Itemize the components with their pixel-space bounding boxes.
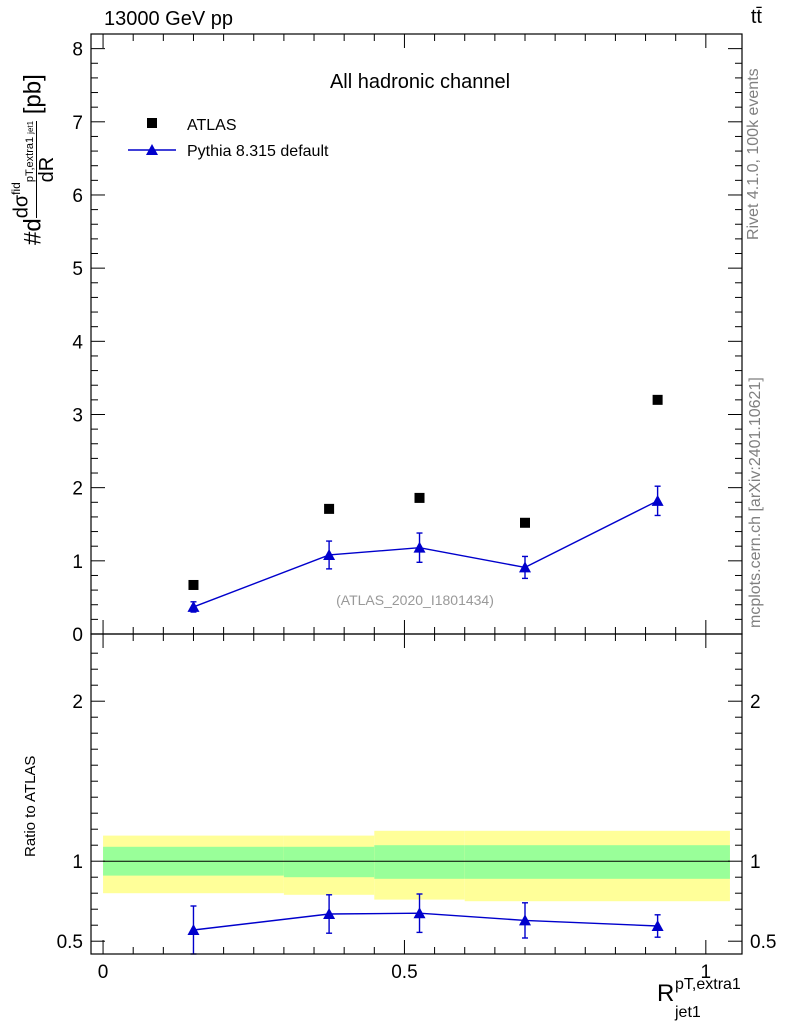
legend-label-atlas: ATLAS [187, 117, 237, 134]
legend-label-pythia: Pythia 8.315 default [187, 143, 329, 160]
mcplots-credit-label: mcplots.cern.ch [arXiv:2401.10621] [747, 377, 764, 628]
ratio-pythia-point [651, 920, 664, 931]
x-tick-label: 1 [701, 962, 712, 983]
watermark: (ATLAS_2020_I1801434) [336, 592, 494, 608]
y-tick-label: 0 [72, 625, 83, 646]
ylabel-unit: [pb] [19, 74, 47, 115]
ratio-tick-label-right: 1 [750, 852, 761, 873]
pythia-point [519, 561, 531, 573]
y-tick-label: 1 [72, 552, 83, 573]
ylabel-d: #d [19, 218, 47, 245]
pythia-point [323, 548, 336, 560]
atlas-point [520, 517, 530, 528]
green-band [374, 845, 465, 879]
xlabel-base: R [657, 980, 675, 1007]
ylabel-jet: jet1 [25, 120, 35, 134]
data-marks [187, 394, 664, 955]
ratio-panel-frame [90, 633, 743, 955]
y-tick-label: 8 [72, 40, 83, 61]
energy-label: 13000 GeV pp [104, 8, 233, 30]
ratio-tick-label-left: 2 [72, 692, 83, 713]
y-tick-label: 3 [72, 405, 83, 426]
ylabel-dR: dR [36, 156, 59, 183]
xlabel-sup: pT,extra1 [675, 976, 741, 993]
pythia-point [187, 600, 200, 612]
y-tick-label: 2 [72, 479, 83, 500]
process-label: tt̄ [750, 6, 762, 28]
ratio-pythia-line [193, 912, 658, 931]
ratio-pythia-point [413, 907, 426, 919]
ratio-y-axis-label: Ratio to ATLAS [22, 755, 39, 857]
atlas-point [652, 394, 663, 405]
pythia-point [651, 494, 664, 506]
green-band [283, 846, 375, 878]
ratio-tick-label-left: 1 [72, 852, 83, 873]
xlabel-sub: jet1 [675, 1004, 701, 1021]
pythia-point [413, 541, 426, 553]
green-band [464, 845, 730, 879]
ylabel-sub: pT,extra1 [23, 136, 36, 183]
y-tick-label: 6 [72, 186, 83, 207]
ratio-pythia-point [187, 924, 200, 935]
y-tick-label: 4 [72, 332, 83, 353]
y-tick-label: 5 [72, 259, 83, 280]
ratio-tick-label-right: 0.5 [750, 932, 776, 953]
legend-marker-atlas [147, 118, 157, 128]
main-title: All hadronic channel [330, 71, 510, 93]
axis-ticks: 0 1 2 3 4 5 6 7 8 0.5 0.5 1 1 2 2 0 0.5 1 [57, 34, 776, 983]
atlas-point [324, 503, 335, 514]
main-y-axis-label: #d dσfidpT,extra1 jet1 dR [pb] [9, 74, 59, 245]
ratio-tick-label-right: 2 [750, 692, 761, 713]
atlas-point [188, 579, 199, 590]
legend: ATLAS Pythia 8.315 default [128, 117, 329, 160]
uncertainty-bands [103, 830, 730, 902]
ylabel-fid: fid [9, 182, 23, 195]
legend-marker-pythia [146, 144, 158, 155]
x-tick-label: 0 [98, 962, 109, 983]
ratio-tick-label-left: 0.5 [57, 932, 83, 953]
atlas-point [414, 492, 425, 503]
x-tick-label: 0.5 [391, 962, 417, 983]
rivet-version-label: Rivet 4.1.0, 100k events [745, 68, 762, 240]
y-tick-label: 7 [72, 113, 83, 134]
pythia-line [193, 500, 658, 608]
x-axis-label: R pT,extra1 jet1 [657, 976, 741, 1021]
ratio-pythia-point [519, 914, 531, 926]
ylabel-dsigma: dσ [10, 194, 33, 219]
ratio-pythia-point [323, 908, 336, 919]
